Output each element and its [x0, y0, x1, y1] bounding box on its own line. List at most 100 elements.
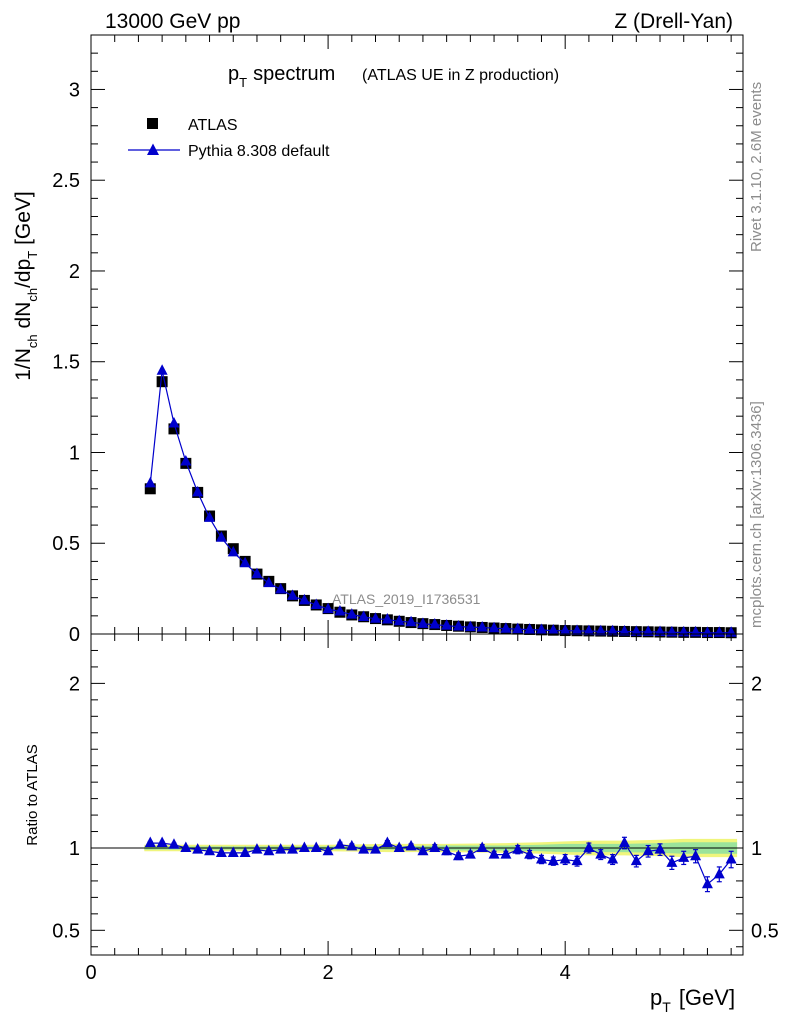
ratio-point	[654, 843, 666, 854]
lower-y-tick-label-left: 1	[69, 838, 80, 860]
pythia-point	[488, 621, 500, 633]
title-p: p	[228, 63, 239, 85]
lower-y-tick-label-right: 0.5	[751, 920, 779, 942]
plot-title: pT spectrum	[228, 63, 335, 90]
rivet-label: Rivet 3.1.10, 2.6M events	[748, 82, 765, 252]
header-left: 13000 GeV pp	[105, 10, 240, 33]
lower-y-tick-label-right: 2	[751, 673, 762, 695]
ratio-point	[263, 844, 275, 856]
ratio-point	[571, 854, 583, 866]
ratio-point	[701, 877, 713, 889]
title-p-sub: T	[239, 75, 247, 90]
upper-panel: 0 0.5 1 1.5 2 2.5 3	[52, 34, 744, 646]
pythia-point	[381, 612, 393, 624]
pythia-point	[452, 620, 464, 631]
pythia-point	[476, 620, 488, 632]
pythia-point	[583, 624, 595, 636]
pythia-point	[346, 608, 358, 619]
ratio-point	[168, 838, 180, 849]
pythia-point	[559, 624, 571, 635]
upper-y-tick-label: 2.5	[52, 170, 80, 192]
pythia-point	[227, 545, 239, 557]
atlas-point	[168, 423, 180, 435]
legend: ATLAS Pythia 8.308 default	[128, 117, 330, 160]
pythia-point	[595, 624, 607, 636]
pythia-point	[180, 455, 192, 466]
ratio-point	[690, 849, 702, 861]
ratio-point	[251, 843, 263, 854]
pythia-point	[168, 416, 180, 428]
pythia-point	[630, 625, 642, 636]
pythia-point	[358, 610, 370, 621]
ratio-point	[500, 848, 512, 859]
upper-y-tick-label: 0.5	[52, 533, 80, 555]
pythia-point	[405, 615, 417, 627]
lower-y-tick-label-left: 0.5	[52, 920, 80, 942]
upper-y-tick-label: 1	[69, 442, 80, 464]
pythia-point	[654, 625, 666, 637]
pythia-point	[500, 622, 512, 633]
legend-marker-pythia	[147, 143, 159, 155]
ratio-point	[607, 853, 619, 864]
pythia-point	[156, 364, 168, 375]
pythia-point	[144, 476, 156, 488]
ratio-point	[227, 846, 239, 857]
title-spectrum: spectrum	[253, 63, 335, 85]
ratio-point	[144, 836, 156, 848]
ratio-point	[358, 843, 370, 854]
ratio-point	[452, 849, 464, 861]
ratio-point	[239, 846, 251, 857]
pythia-point	[239, 556, 251, 568]
header-right: Z (Drell-Yan)	[614, 10, 733, 33]
pythia-point	[298, 593, 310, 605]
lower-y-tick-label-left: 2	[69, 673, 80, 695]
pythia-point	[417, 617, 429, 628]
pythia-point	[215, 531, 227, 542]
atlas-point	[156, 376, 168, 388]
ratio-point	[370, 843, 382, 854]
pythia-point	[512, 622, 524, 634]
ratio-point	[441, 844, 453, 856]
lower-frame	[90, 633, 744, 956]
ratio-point	[512, 843, 524, 854]
ratio-point	[666, 856, 678, 867]
ratio-point	[595, 848, 607, 859]
pythia-point	[524, 623, 536, 634]
pythia-point	[393, 614, 405, 626]
ratio-point	[429, 841, 441, 852]
ratio-point	[156, 836, 168, 848]
pythia-point	[370, 612, 382, 623]
pythia-point	[322, 602, 334, 614]
pythia-point	[263, 576, 275, 588]
ratio-point	[464, 848, 476, 859]
pythia-point	[429, 618, 441, 629]
pythia-point	[334, 604, 346, 616]
ratio-point	[405, 839, 417, 851]
analysis-watermark: ATLAS_2019_I1736531	[332, 591, 481, 607]
legend-label-atlas: ATLAS	[188, 117, 238, 134]
ratio-point	[322, 844, 334, 856]
x-axis-label: pT [GeV]	[650, 985, 735, 1015]
ratio-point	[180, 841, 192, 852]
ratio-point	[346, 839, 358, 851]
pythia-point	[275, 583, 287, 594]
ratio-point	[488, 848, 500, 859]
pythia-point	[571, 624, 583, 635]
ratio-point	[287, 843, 299, 854]
upper-ylabel: 1/Nch dNch/dpT [GeV]	[12, 191, 40, 381]
ratio-point	[725, 853, 737, 864]
ratio-point	[559, 853, 571, 864]
pythia-point	[464, 620, 476, 632]
ratio-point	[215, 846, 227, 857]
ratio-point	[275, 843, 287, 854]
pythia-point	[204, 511, 216, 522]
ratio-point	[476, 841, 488, 852]
pythia-point	[607, 624, 619, 636]
lower-ylabel: Ratio to ATLAS	[24, 744, 41, 845]
upper-y-tick-label: 2	[69, 261, 80, 283]
ratio-point	[535, 853, 547, 864]
lower-y-tick-label-right: 1	[751, 838, 762, 860]
mcplots-label: mcplots.cern.ch [arXiv:1306.3436]	[748, 401, 765, 628]
pythia-point	[251, 567, 263, 579]
